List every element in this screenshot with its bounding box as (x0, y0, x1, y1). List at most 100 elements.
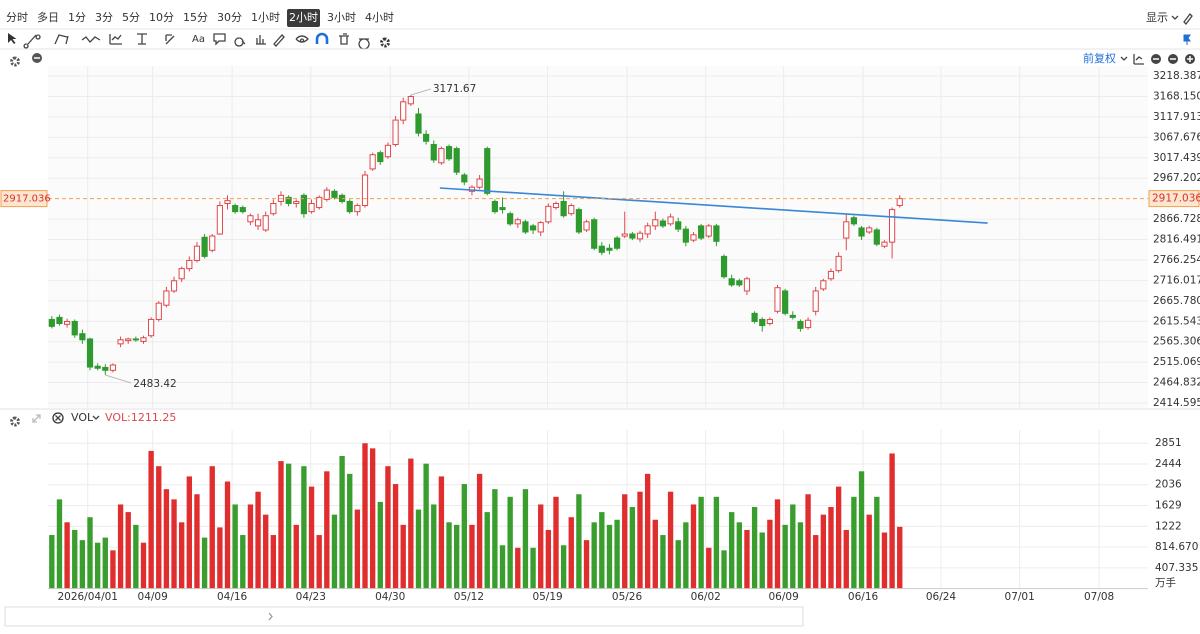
arrow-tool[interactable] (165, 34, 175, 45)
period-button[interactable]: 3小时 (327, 11, 356, 24)
dropdown-arrow[interactable] (1120, 56, 1128, 61)
period-button[interactable]: 多日 (37, 10, 59, 24)
comment-tool[interactable] (213, 33, 226, 46)
panel-settings[interactable] (10, 416, 21, 427)
bar-tool[interactable] (256, 35, 266, 45)
volume-bar (866, 514, 872, 589)
delete-tool[interactable] (339, 33, 349, 45)
y-tick-label: 2716.017 (1153, 274, 1200, 286)
y-tick-label: 2464.832 (1153, 377, 1200, 389)
y-tick-label: 2766.254 (1153, 254, 1200, 266)
candle-body (636, 232, 644, 240)
x-tick-label: 04/23 (296, 591, 326, 603)
candle-body (850, 217, 857, 225)
panel-settings[interactable] (10, 56, 21, 67)
candle-body (766, 318, 773, 325)
candle-body (407, 96, 414, 105)
high-annotation: 3171.67 (433, 83, 476, 95)
volume-bar (622, 494, 628, 589)
volume-bar (843, 529, 849, 589)
volume-bar (179, 522, 185, 589)
close-indicator[interactable] (52, 412, 64, 424)
volume-bar (385, 466, 391, 589)
period-button[interactable]: 5分 (122, 11, 140, 24)
measure-tool[interactable] (137, 33, 147, 45)
display-button[interactable]: 显示 (1146, 11, 1168, 24)
settings-tool[interactable] (380, 37, 391, 48)
candle-body (79, 333, 86, 341)
volume-bar (316, 535, 322, 589)
volume-bar (308, 486, 315, 589)
dropdown-arrow[interactable] (1171, 15, 1179, 20)
volume-bar (400, 524, 406, 589)
candle-body (102, 366, 109, 371)
chart-tool[interactable] (109, 34, 122, 45)
candle-body (125, 338, 132, 342)
candle-body (86, 338, 94, 368)
y-tick-label: 2851 (1155, 437, 1182, 449)
candle-body (675, 221, 682, 230)
y-tick-label: 3168.150 (1153, 90, 1200, 102)
candle-body (377, 152, 384, 163)
indicator-tab-bar (4, 606, 804, 627)
zoom-tool[interactable] (234, 37, 246, 47)
eye-tool[interactable] (295, 35, 309, 43)
volume-bar (87, 517, 93, 589)
candle-body (499, 207, 506, 211)
candle-body (820, 280, 827, 290)
candle-body (415, 113, 422, 134)
volume-bar (874, 496, 880, 589)
period-button[interactable]: 15分 (183, 11, 208, 24)
channel-tool[interactable] (54, 34, 69, 45)
y-tick-label: 407.335 (1155, 562, 1198, 574)
brush-tool[interactable] (273, 34, 285, 47)
period-button[interactable]: 2小时 (289, 11, 318, 24)
cursor-tool[interactable] (8, 33, 17, 44)
volume-bar (614, 519, 620, 589)
volume-bar (713, 496, 720, 589)
candle-body (293, 200, 300, 204)
line-tool[interactable] (23, 34, 41, 49)
candle-body (713, 225, 720, 242)
volume-bar (171, 499, 177, 589)
magnet-tool[interactable] (315, 32, 329, 44)
candle-body (568, 205, 575, 215)
pin-icon[interactable] (1183, 34, 1191, 45)
adjust-selector[interactable]: 前复权 (1083, 51, 1116, 65)
volume-bar (408, 458, 414, 589)
wave-tool[interactable] (81, 36, 101, 43)
candle-body (346, 200, 353, 213)
indicator-selector[interactable]: VOL (71, 411, 94, 424)
candle-body (400, 101, 407, 121)
period-button[interactable]: 4小时 (365, 11, 394, 24)
indicator-icon[interactable] (1133, 54, 1144, 65)
pen-icon[interactable] (1183, 13, 1193, 25)
candle-body (140, 337, 147, 342)
candle-body (782, 290, 789, 314)
candle-body (789, 314, 796, 318)
candle-body (759, 318, 766, 327)
y-tick-label: 1629 (1155, 500, 1182, 512)
volume-bar (492, 489, 498, 589)
candle-body (453, 148, 460, 173)
period-button[interactable]: 分时 (6, 11, 28, 24)
period-button[interactable]: 1分 (68, 11, 86, 24)
period-button[interactable]: 10分 (149, 11, 174, 24)
period-button[interactable]: 30分 (217, 11, 242, 24)
candle-body (270, 202, 277, 215)
candle-body (751, 312, 758, 322)
period-button[interactable]: 3分 (95, 11, 113, 24)
candle-body (873, 229, 880, 245)
volume-bar (591, 522, 597, 589)
dropdown-arrow[interactable] (92, 415, 100, 420)
period-button[interactable]: 1小时 (251, 11, 280, 24)
tab-scroll[interactable] (268, 612, 273, 621)
expand-icon[interactable] (32, 414, 41, 423)
candle-body (132, 338, 139, 341)
candle-body (698, 225, 705, 239)
volume-bar (72, 529, 78, 589)
candle-body (354, 205, 361, 213)
x-tick-label: 04/30 (375, 591, 405, 603)
text-tool[interactable]: Aa (192, 34, 205, 45)
candle-body (392, 119, 399, 146)
